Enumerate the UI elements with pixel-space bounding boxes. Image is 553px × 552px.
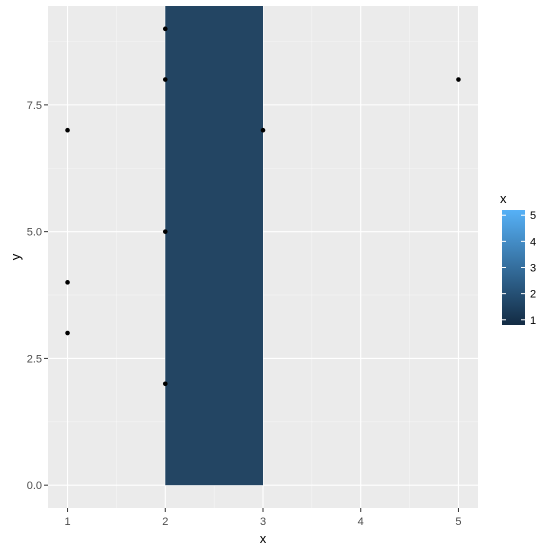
x-axis-title: x [260,531,267,546]
legend-tick-label: 3 [530,263,536,275]
data-point [65,280,70,285]
y-tick-label: 2.5 [27,353,42,365]
y-tick-label: 7.5 [27,100,42,112]
x-tick-label: 4 [358,516,364,528]
data-rect [165,6,263,486]
data-point [162,229,168,234]
x-tick-label: 2 [162,516,168,528]
legend-tick-label: 5 [530,210,536,222]
data-point [260,127,266,133]
y-axis-title: y [8,253,23,260]
x-tick-label: 1 [64,516,70,528]
data-point [162,381,168,387]
legend-ticks: 1 2 3 4 5 [502,210,536,327]
data-point [162,77,168,82]
x-axis: 1 2 3 4 5 [64,508,462,528]
x-tick-label: 3 [260,516,266,528]
x-tick-label: 5 [455,516,461,528]
data-point [456,77,461,82]
legend-tick-label: 1 [530,315,536,327]
rect-layer [165,6,263,486]
y-tick-label: 5.0 [27,227,42,239]
y-tick-label: 0.0 [27,480,42,492]
legend-title: x [500,191,507,206]
points-layer [65,26,461,387]
legend-colorbar [502,210,525,325]
data-point [65,330,70,336]
legend-tick-label: 4 [530,236,536,248]
legend-tick-label: 2 [530,289,536,301]
data-point [162,26,168,32]
data-point [65,127,70,133]
legend: x 1 2 3 4 5 [500,191,536,327]
y-axis: 0.0 2.5 5.0 7.5 [27,100,48,492]
